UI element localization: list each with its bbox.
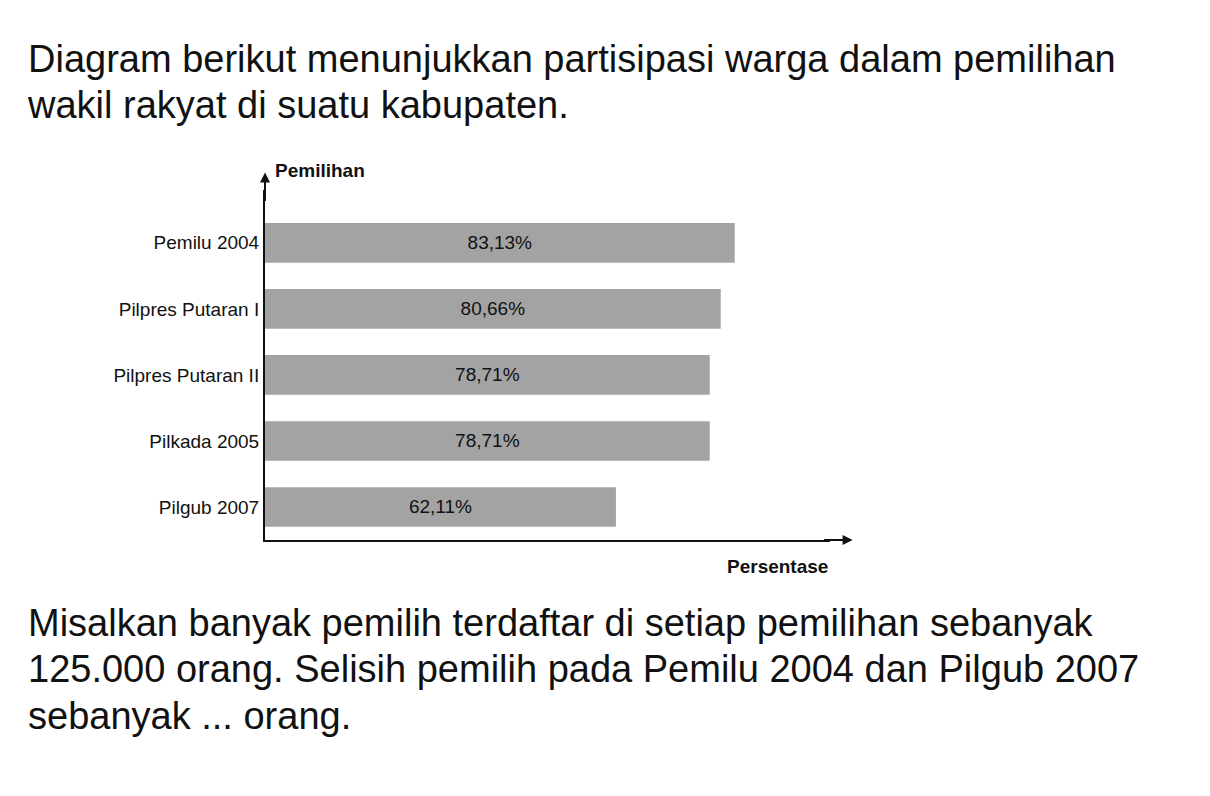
svg-text:80,66%: 80,66% bbox=[461, 298, 526, 319]
svg-text:83,13%: 83,13% bbox=[468, 232, 533, 253]
svg-text:Pemilu 2004: Pemilu 2004 bbox=[154, 232, 260, 253]
svg-text:Pilgub 2007: Pilgub 2007 bbox=[159, 497, 259, 518]
svg-text:78,71%: 78,71% bbox=[455, 430, 520, 451]
svg-text:Pilpres Putaran I: Pilpres Putaran I bbox=[119, 299, 259, 320]
svg-text:Persentase: Persentase bbox=[727, 556, 828, 577]
svg-text:Pilpres Putaran II: Pilpres Putaran II bbox=[113, 365, 259, 386]
html-text:Misalkan banyak pemilih terdaf: Misalkan banyak pemilih terdaftar di set… bbox=[28, 602, 1140, 737]
svg-text:Pemilihan: Pemilihan bbox=[275, 160, 365, 181]
html-text:Diagram berikut menunjukkan pa: Diagram berikut menunjukkan partisipasi … bbox=[28, 38, 1116, 127]
svg-text:62,11%: 62,11% bbox=[409, 496, 472, 517]
svg-text:Pilkada 2005: Pilkada 2005 bbox=[149, 431, 259, 452]
svg-text:78,71%: 78,71% bbox=[455, 364, 520, 385]
